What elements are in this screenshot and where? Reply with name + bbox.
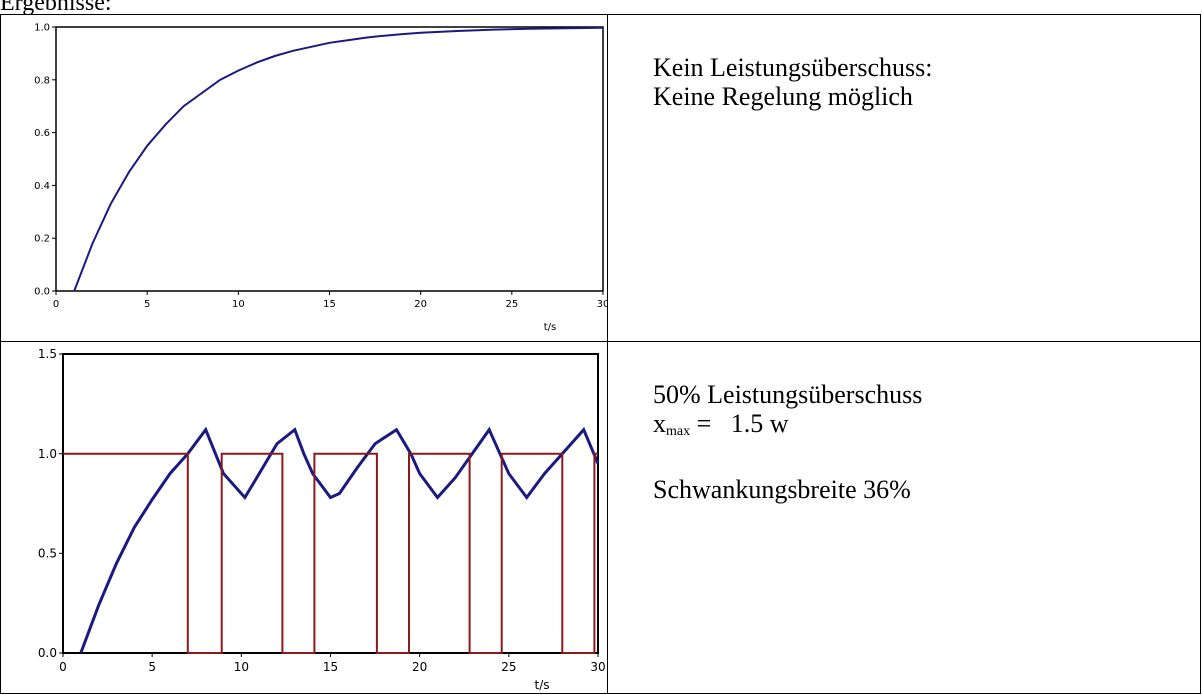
x-tick-label: 30	[597, 299, 607, 310]
chart-power-surplus-50: 0.0 0.5 1.0 1.5 0 5 10 15 20 25 30 t/s	[38, 347, 606, 692]
series-line-1	[79, 426, 600, 654]
x-tick-label: 25	[505, 299, 518, 310]
results-heading: Ergebnisse:	[0, 0, 112, 16]
y-tick-label: 1.5	[38, 347, 57, 361]
y-tick-label: 0.4	[34, 181, 50, 192]
x-tick-label: 5	[148, 660, 156, 674]
description-line-2: Keine Regelung möglich	[653, 82, 913, 111]
fluctuation-line: Schwankungsbreite 36%	[653, 475, 911, 504]
x-tick-label: 0	[59, 660, 67, 674]
x-tick-label: 10	[232, 299, 245, 310]
y-tick-label: 0.0	[38, 646, 57, 660]
x-axis-label: t/s	[535, 678, 550, 692]
xmax-line: xmax = 1.5 w	[653, 409, 1200, 446]
xmax-subscript: max	[666, 424, 691, 439]
y-tick-label: 1.0	[38, 447, 57, 461]
plot-frame	[62, 353, 599, 654]
y-tick-label: 0.0	[34, 287, 50, 298]
chart-no-power-surplus: 0.0 0.2 0.4 0.6 0.8 1.0 0 5 10 15 20 25 30 t/s	[34, 23, 607, 334]
plot-cell-1: 0.0 0.2 0.4 0.6 0.8 1.0 0 5 10 15 20 25 30 t/s	[0, 14, 608, 342]
x-tick-label: 5	[144, 299, 150, 310]
series-line-2	[63, 452, 598, 654]
x-tick-label: 20	[414, 299, 427, 310]
xmax-value: = 1.5 w	[690, 409, 789, 438]
text-cell-2: 50% Leistungsüberschuss xmax = 1.5 w Sch…	[607, 341, 1201, 694]
x-tick-label: 0	[53, 299, 59, 310]
xmax-symbol: x	[653, 409, 666, 438]
x-tick-label: 10	[234, 660, 249, 674]
x-axis-label: t/s	[544, 322, 557, 333]
results-row-1: 0.0 0.2 0.4 0.6 0.8 1.0 0 5 10 15 20 25 30 t/s Kein L…	[0, 14, 1201, 342]
x-tick-label: 20	[412, 660, 427, 674]
results-table: 0.0 0.2 0.4 0.6 0.8 1.0 0 5 10 15 20 25 30 t/s Kein L…	[0, 14, 1201, 694]
description-line-1: Kein Leistungsüberschuss:	[653, 53, 933, 82]
x-tick-label: 15	[323, 299, 336, 310]
results-row-2: 0.0 0.5 1.0 1.5 0 5 10 15 20 25 30 t/s 50% Leistung…	[0, 341, 1201, 694]
x-tick-label: 30	[590, 660, 605, 674]
description-line-1: 50% Leistungsüberschuss	[653, 380, 923, 409]
y-tick-label: 0.2	[34, 234, 50, 245]
y-tick-label: 1.0	[34, 23, 50, 34]
x-tick-label: 25	[501, 660, 516, 674]
series-line-1	[73, 26, 604, 292]
text-cell-1: Kein Leistungsüberschuss: Keine Regelung…	[607, 14, 1201, 342]
y-tick-label: 0.8	[34, 75, 50, 86]
x-tick-label: 15	[323, 660, 338, 674]
y-tick-label: 0.5	[38, 547, 57, 561]
y-tick-label: 0.6	[34, 128, 50, 139]
plot-cell-2: 0.0 0.5 1.0 1.5 0 5 10 15 20 25 30 t/s	[0, 341, 608, 694]
